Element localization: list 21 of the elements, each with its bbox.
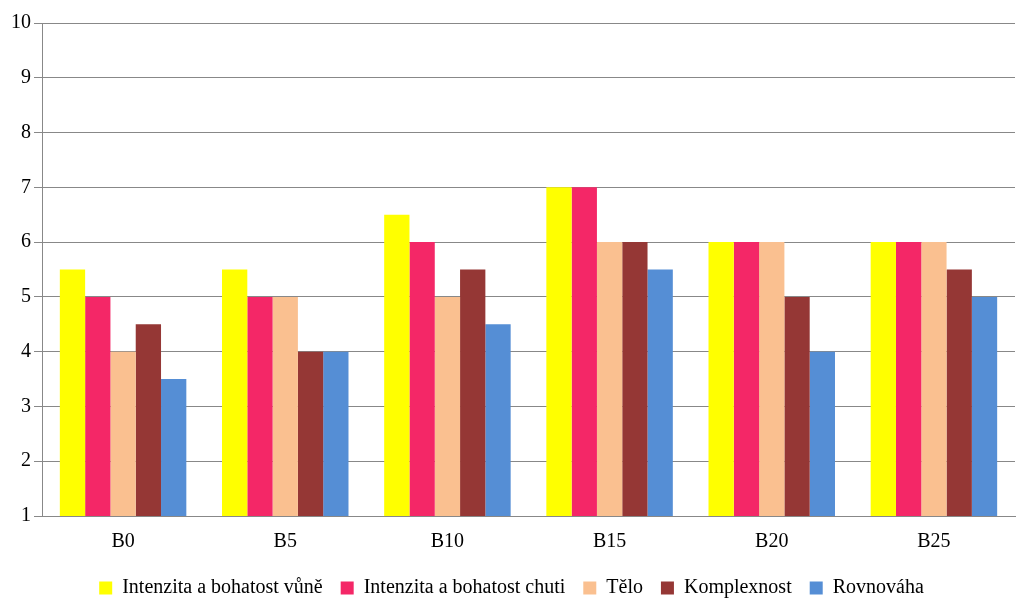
legend-label: Tělo — [606, 575, 643, 598]
x-tick-label: B5 — [273, 529, 297, 552]
y-tick-label: 7 — [21, 174, 31, 197]
y-tick-label: 8 — [21, 119, 31, 142]
y-tick-label: 1 — [21, 503, 31, 526]
y-tick-label: 6 — [21, 229, 31, 252]
legend-label: Intenzita a bohatost vůně — [122, 575, 323, 598]
y-tick-label: 5 — [21, 284, 31, 307]
x-tick-label: B15 — [592, 529, 627, 552]
legend-label: Komplexnost — [683, 575, 793, 599]
x-tick-label: B0 — [111, 529, 135, 552]
y-tick-label: 2 — [21, 448, 31, 471]
y-tick-label: 9 — [21, 65, 31, 88]
x-tick-label: B20 — [755, 529, 789, 552]
y-tick-label: 3 — [21, 393, 31, 416]
legend-label: Intenzita a bohatost chuti — [363, 575, 566, 598]
y-tick-label: 10 — [11, 10, 31, 33]
legend-label: Rovnováha — [832, 575, 924, 598]
x-tick-label: B25 — [917, 529, 951, 552]
x-tick-label: B10 — [430, 529, 465, 552]
y-tick-label: 4 — [21, 338, 31, 361]
